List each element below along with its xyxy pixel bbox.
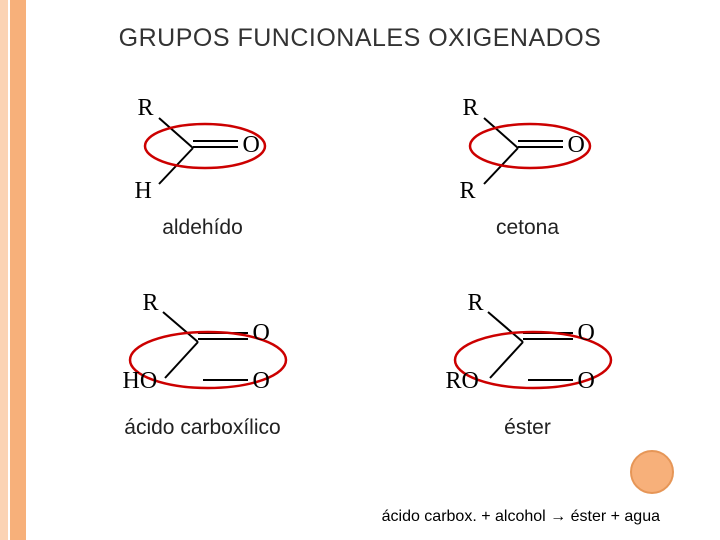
diagram-grid: ROH aldehído ROR cetona ROHOO ácido carb… <box>60 90 670 470</box>
atom-label: R <box>460 178 476 205</box>
molecule-svg <box>428 90 628 210</box>
slide: GRUPOS FUNCIONALES OXIGENADOS ROH aldehí… <box>0 0 720 540</box>
atom-label: O <box>253 368 270 395</box>
cell-ester: ROROO éster <box>385 290 670 470</box>
caption-ester: éster <box>504 416 551 440</box>
diagram-carboxylic-acid: R O HO O <box>103 290 303 410</box>
diagram-aldehyde: R O H <box>103 90 303 210</box>
page-title: GRUPOS FUNCIONALES OXIGENADOS <box>0 24 720 53</box>
atom-label: HO <box>123 368 158 395</box>
atom-label: O <box>578 368 595 395</box>
atom-label: R <box>468 290 484 317</box>
caption-ketone: cetona <box>496 216 559 240</box>
accent-bar-outer <box>0 0 8 540</box>
cell-ketone: R O R cetona <box>385 90 670 270</box>
atom-label: R <box>463 95 479 122</box>
diagram-ester: ROROO <box>428 290 628 410</box>
atom-label: R <box>143 290 159 317</box>
atom-label: O <box>243 132 260 159</box>
atom-label: O <box>568 132 585 159</box>
caption-aldehyde: aldehído <box>162 216 243 240</box>
footnote: ácido carbox. + alcohol → éster + agua <box>382 508 660 526</box>
accent-bars <box>0 0 32 540</box>
atom-label: RO <box>446 368 479 395</box>
cell-aldehyde: R O H aldehído <box>60 90 345 270</box>
atom-label: O <box>578 320 595 347</box>
caption-carboxylic-acid: ácido carboxílico <box>124 416 280 440</box>
atom-label: O <box>253 320 270 347</box>
accent-bar-inner <box>10 0 26 540</box>
decorative-circle-icon <box>630 450 674 494</box>
diagram-ketone: R O R <box>428 90 628 210</box>
atom-label: H <box>135 178 152 205</box>
molecule-svg <box>103 90 303 210</box>
atom-label: R <box>138 95 154 122</box>
cell-carboxylic-acid: R O HO O ácido carboxílico <box>60 290 345 470</box>
